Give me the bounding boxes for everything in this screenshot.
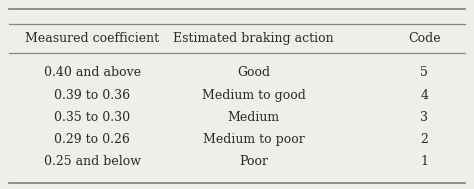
Text: Estimated braking action: Estimated braking action — [173, 32, 334, 45]
Text: Medium: Medium — [228, 111, 280, 124]
Text: Measured coefficient: Measured coefficient — [26, 32, 159, 45]
Text: Medium to good: Medium to good — [201, 89, 306, 101]
Text: 0.39 to 0.36: 0.39 to 0.36 — [55, 89, 130, 101]
Text: 0.25 and below: 0.25 and below — [44, 156, 141, 168]
Text: 5: 5 — [420, 66, 428, 79]
Text: Good: Good — [237, 66, 270, 79]
Text: Code: Code — [408, 32, 440, 45]
Text: 2: 2 — [420, 133, 428, 146]
Text: 4: 4 — [420, 89, 428, 101]
Text: 0.35 to 0.30: 0.35 to 0.30 — [55, 111, 130, 124]
Text: Poor: Poor — [239, 156, 268, 168]
Text: 0.40 and above: 0.40 and above — [44, 66, 141, 79]
Text: 1: 1 — [420, 156, 428, 168]
Text: Medium to poor: Medium to poor — [203, 133, 304, 146]
Text: 3: 3 — [420, 111, 428, 124]
Text: 0.29 to 0.26: 0.29 to 0.26 — [55, 133, 130, 146]
